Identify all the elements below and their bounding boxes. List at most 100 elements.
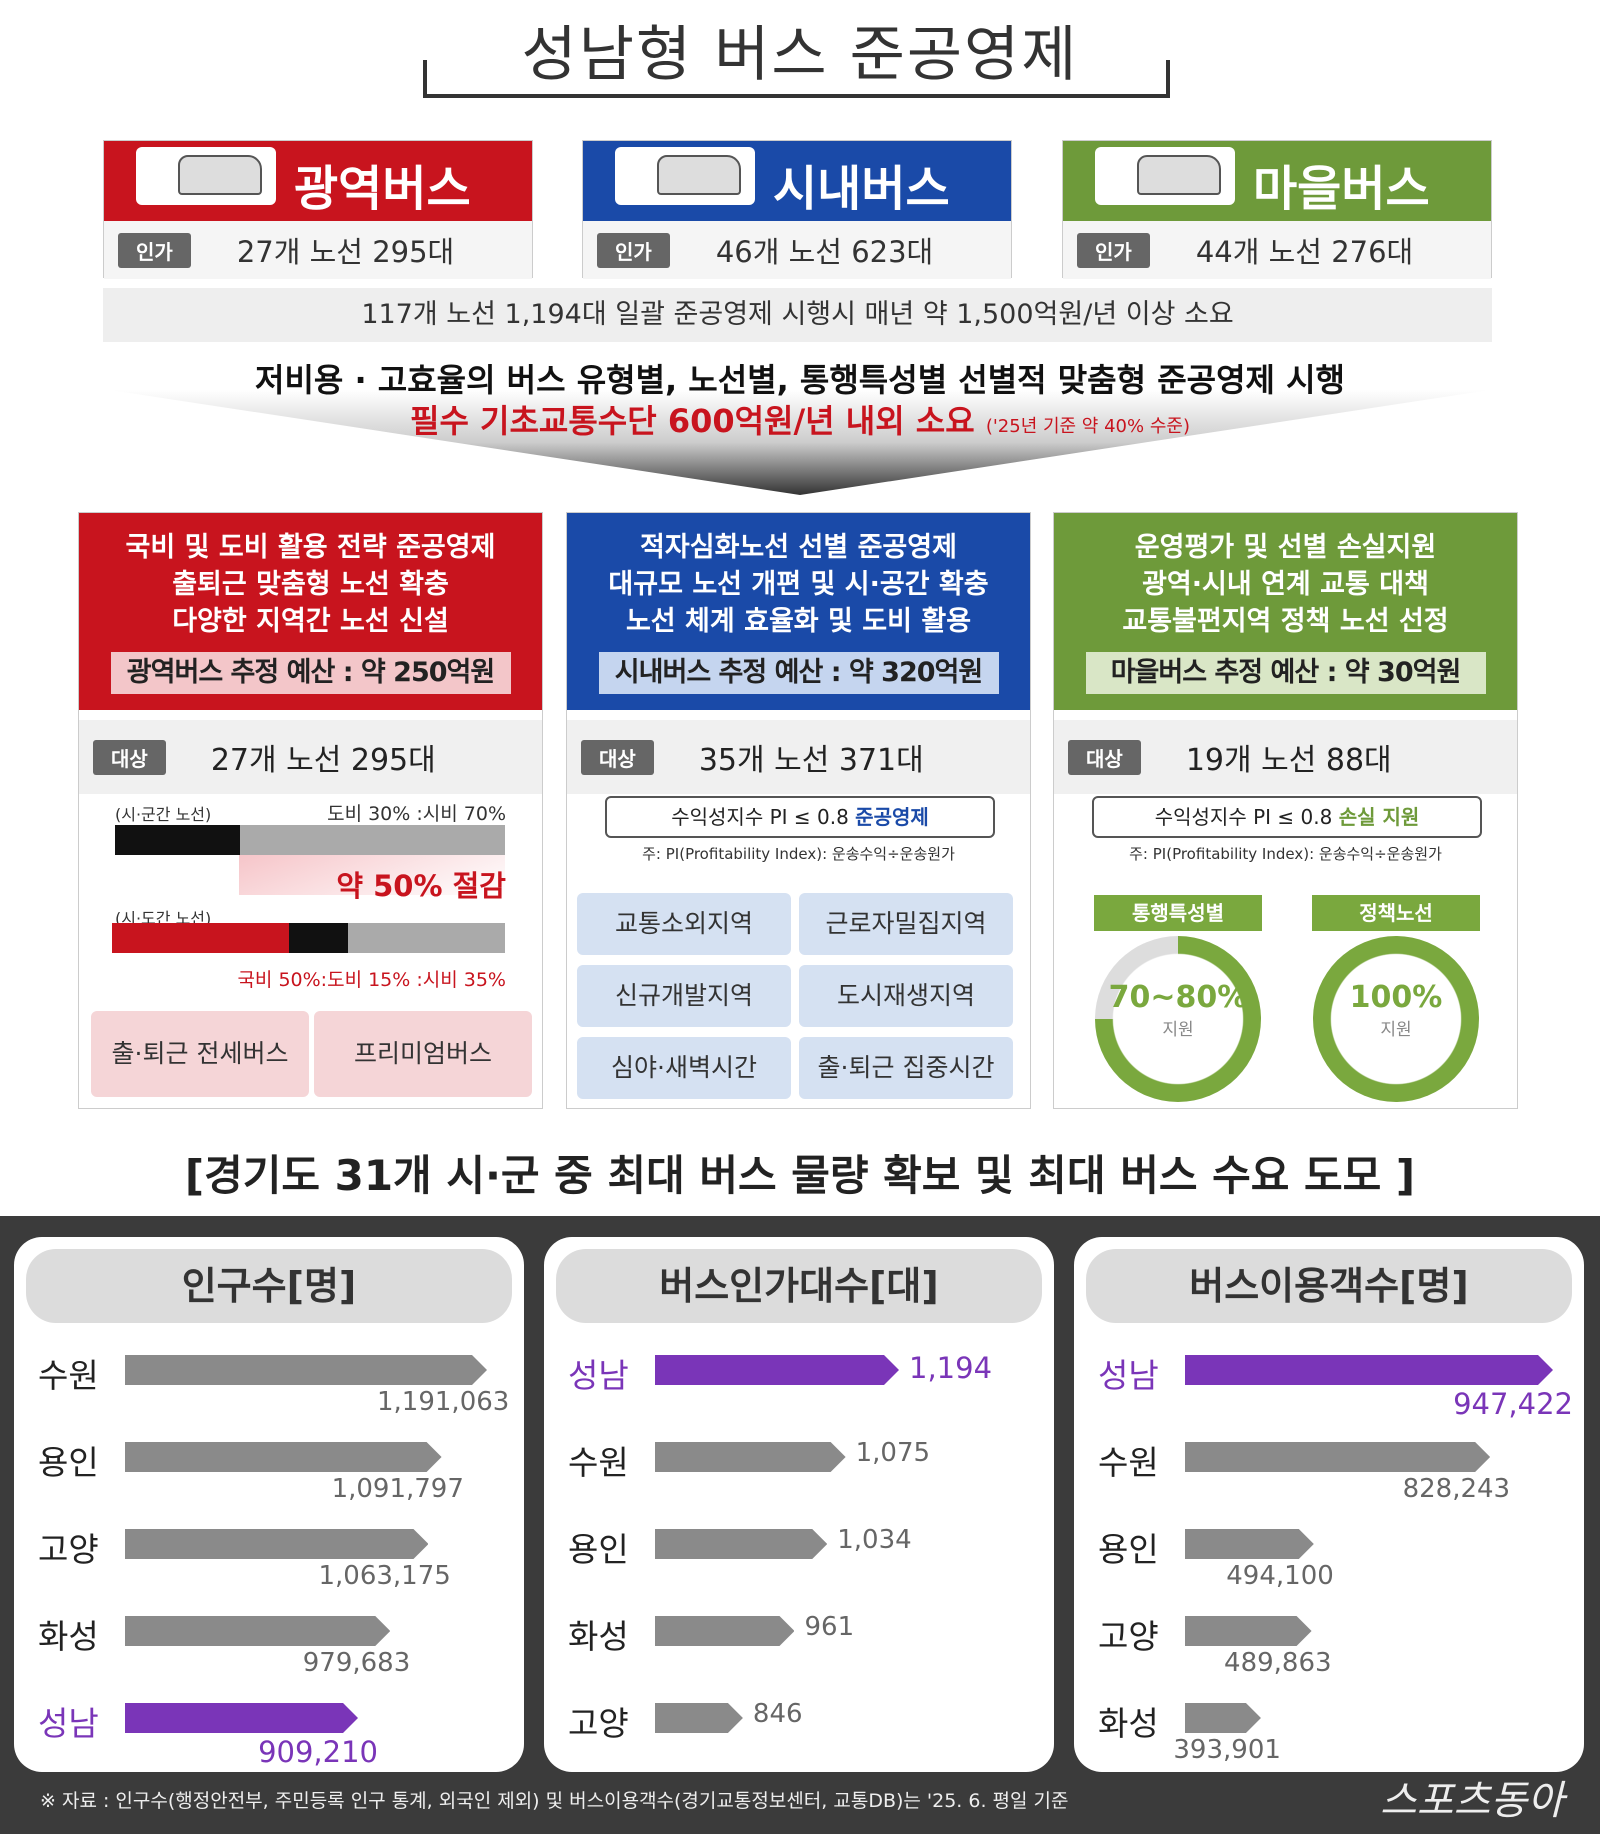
bar-category: 고양 bbox=[1098, 1617, 1159, 1656]
panel-line: 다양한 지역간 노선 신설 bbox=[172, 606, 449, 637]
chip-commute-charter: 출·퇴근 전세버스 bbox=[91, 1011, 309, 1097]
bar-row: 용인 1,034 bbox=[544, 1523, 1054, 1603]
bar-row: 고양 1,063,175 bbox=[14, 1523, 524, 1603]
saving-shade bbox=[239, 855, 505, 895]
target-value: 19개 노선 88대 bbox=[1185, 743, 1392, 778]
bar-value-label: 1,191,063 bbox=[377, 1387, 510, 1417]
panel-maeul: 운영평가 및 선별 손실지원 광역·시내 연계 교통 대책 교통불편지역 정책 … bbox=[1053, 512, 1518, 1109]
pi-text: 수익성지수 PI ≤ 0.8 bbox=[1154, 805, 1339, 829]
bar bbox=[655, 1529, 828, 1559]
panel-line: 출퇴근 맞춤형 노선 확충 bbox=[172, 569, 449, 600]
bar bbox=[125, 1442, 442, 1472]
bar-category: 고양 bbox=[568, 1704, 629, 1743]
bus-type-gwangyeok: 광역버스 인가 27개 노선 295대 bbox=[103, 140, 533, 279]
strategy-text: 저비용 · 고효율의 버스 유형별, 노선별, 통행특성별 선별적 맞춤형 준공… bbox=[255, 361, 1345, 399]
bar-category: 성남 bbox=[568, 1356, 629, 1395]
bar-category: 수원 bbox=[1098, 1443, 1159, 1482]
budget-label: 광역버스 추정 예산 : 약 250억원 bbox=[110, 652, 511, 694]
bar-row: 성남 909,210 bbox=[14, 1697, 524, 1777]
target-value: 35개 노선 371대 bbox=[698, 743, 924, 778]
panel-line: 운영평가 및 선별 손실지원 bbox=[1134, 532, 1437, 563]
footnote: ※ 자료 : 인구수(행정안전부, 주민등록 인구 통계, 외국인 제외) 및 … bbox=[40, 1790, 1069, 1812]
saving-label: 약 50% 절감 bbox=[336, 869, 506, 903]
ring-sub: 지원 bbox=[1380, 1020, 1412, 1040]
pi-text: 수익성지수 PI ≤ 0.8 bbox=[671, 805, 856, 829]
target-value: 27개 노선 295대 bbox=[210, 743, 436, 778]
cost-main: 필수 기초교통수단 600억원/년 내외 소요 bbox=[410, 402, 975, 440]
bar-value-label: 489,863 bbox=[1224, 1648, 1332, 1678]
badge: 인가 bbox=[597, 232, 670, 268]
bus-type-sinae: 시내버스 인가 46개 노선 623대 bbox=[582, 140, 1012, 279]
summary-bar: 117개 노선 1,194대 일괄 준공영제 시행시 매년 약 1,500억원/… bbox=[103, 288, 1492, 342]
ring-percent: 100% bbox=[1349, 980, 1443, 1015]
chart-ridership: 버스이용객수[명] 성남 947,422 수원 828,243 용인 494,100 고양 48… bbox=[1074, 1237, 1584, 1772]
bar bbox=[1185, 1616, 1312, 1646]
pi-note: 주: PI(Profitability Index): 운송수익÷운송원가 bbox=[642, 845, 955, 863]
chip: 근로자밀집지역 bbox=[799, 893, 1013, 955]
pi-box: 수익성지수 PI ≤ 0.8 손실 지원 bbox=[1092, 796, 1482, 838]
badge: 대상 bbox=[93, 739, 166, 775]
ring-percent: 70~80% bbox=[1108, 980, 1248, 1015]
bus-type-name: 마을버스 bbox=[1253, 161, 1430, 217]
bar-category: 화성 bbox=[38, 1617, 99, 1656]
chip: 교통소외지역 bbox=[577, 893, 791, 955]
panel-line: 적자심화노선 선별 준공영제 bbox=[640, 532, 957, 563]
bar-value-label: 961 bbox=[804, 1612, 855, 1642]
bar-category: 화성 bbox=[1098, 1704, 1159, 1743]
bar bbox=[655, 1616, 795, 1646]
bar-segment-si bbox=[239, 825, 505, 855]
bar-category: 성남 bbox=[38, 1704, 99, 1743]
chip: 심야·새벽시간 bbox=[577, 1037, 791, 1099]
bar-row: 화성 961 bbox=[544, 1610, 1054, 1690]
bar-category: 성남 bbox=[1098, 1356, 1159, 1395]
split-bar-2 bbox=[112, 923, 505, 953]
cost-text: 필수 기초교통수단 600억원/년 내외 소요 ('25년 기준 약 40% 수… bbox=[0, 396, 1600, 442]
pi-emphasis: 준공영제 bbox=[855, 805, 929, 829]
bar-row: 화성 979,683 bbox=[14, 1610, 524, 1690]
bar bbox=[1185, 1442, 1491, 1472]
bar-value-label: 828,243 bbox=[1402, 1474, 1511, 1504]
bar-segment-gukbi bbox=[112, 923, 289, 953]
bar bbox=[125, 1616, 391, 1646]
bar-value-label: 979,683 bbox=[302, 1648, 411, 1678]
bar-segment-do bbox=[288, 923, 348, 953]
chip: 출·퇴근 집중시간 bbox=[799, 1037, 1013, 1099]
bus-type-value: 46개 노선 623대 bbox=[715, 235, 934, 269]
bar bbox=[125, 1703, 359, 1733]
bar-value-label: 1,194 bbox=[909, 1351, 993, 1385]
bar-row: 용인 1,091,797 bbox=[14, 1436, 524, 1516]
bus-type-value: 44개 노선 276대 bbox=[1195, 235, 1414, 269]
ring-label: 정책노선 bbox=[1312, 895, 1480, 931]
bar-value-label: 947,422 bbox=[1453, 1387, 1573, 1421]
bar-row: 용인 494,100 bbox=[1074, 1523, 1584, 1603]
bar-value-label: 1,034 bbox=[837, 1525, 912, 1555]
panel-line: 노선 체계 효율화 및 도비 활용 bbox=[625, 606, 972, 637]
bar-row: 성남 1,194 bbox=[544, 1349, 1054, 1429]
bar-segment-si bbox=[347, 923, 505, 953]
bar-row: 수원 1,191,063 bbox=[14, 1349, 524, 1429]
bus-icon bbox=[136, 147, 276, 205]
bar-value-label: 846 bbox=[752, 1699, 803, 1729]
badge: 대상 bbox=[1068, 739, 1141, 775]
bar bbox=[1185, 1355, 1553, 1385]
chip: 도시재생지역 bbox=[799, 965, 1013, 1027]
chart-title: 버스이용객수[명] bbox=[1086, 1249, 1572, 1323]
ring-label: 통행특성별 bbox=[1094, 895, 1262, 931]
pi-note: 주: PI(Profitability Index): 운송수익÷운송원가 bbox=[1129, 845, 1442, 863]
bus-type-maeul: 마을버스 인가 44개 노선 276대 bbox=[1062, 140, 1492, 279]
bar-value-label: 1,075 bbox=[855, 1438, 931, 1468]
section-heading: [경기도 31개 시·군 중 최대 버스 물량 확보 및 최대 버스 수요 도모… bbox=[184, 1151, 1416, 1200]
bar-row: 수원 828,243 bbox=[1074, 1436, 1584, 1516]
bar-category: 용인 bbox=[1098, 1530, 1159, 1569]
bus-icon bbox=[1095, 147, 1235, 205]
chip-premium: 프리미엄버스 bbox=[314, 1011, 532, 1097]
bar-category: 고양 bbox=[38, 1530, 99, 1569]
bus-type-name: 시내버스 bbox=[773, 161, 950, 217]
title-bracket bbox=[423, 60, 1170, 98]
chart-population: 인구수[명] 수원 1,191,063 용인 1,091,797 고양 1,063,175 화… bbox=[14, 1237, 524, 1772]
bar-category: 용인 bbox=[38, 1443, 99, 1482]
badge: 인가 bbox=[1077, 232, 1150, 268]
budget-label: 시내버스 추정 예산 : 약 320억원 bbox=[598, 652, 999, 694]
bar-value-label: 909,210 bbox=[258, 1735, 379, 1769]
support-ring: 100% 지원 bbox=[1313, 936, 1479, 1102]
